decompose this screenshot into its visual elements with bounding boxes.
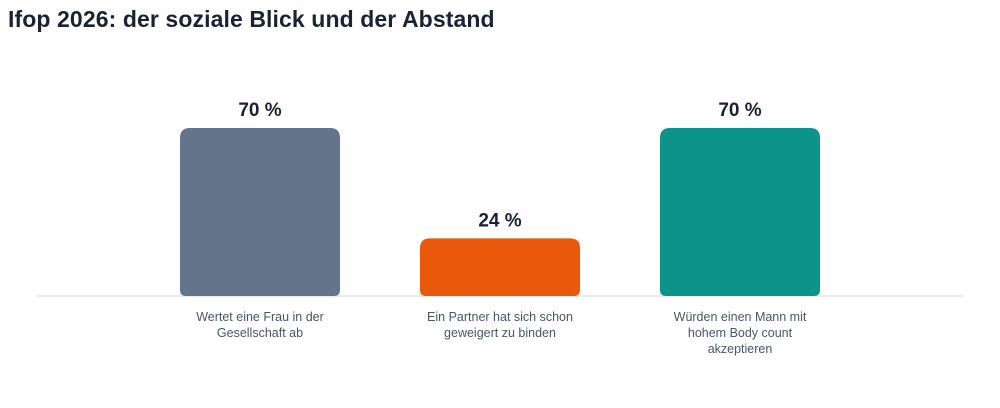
chart-title: Ifop 2026: der soziale Blick und der Abs… xyxy=(8,6,495,32)
value-label-0: 70 % xyxy=(238,100,281,121)
category-label-1: Ein Partner hat sich schon geweigert zu … xyxy=(427,310,573,340)
category-label-2: Würden einen Mann mit hohem Body count a… xyxy=(673,310,807,356)
category-label-0: Wertet eine Frau in der Gesellschaft ab xyxy=(196,310,324,340)
bar-0 xyxy=(180,128,340,296)
value-label-1: 24 % xyxy=(478,210,521,231)
bar-1 xyxy=(420,238,580,296)
bar-2 xyxy=(660,128,820,296)
value-label-2: 70 % xyxy=(718,100,761,121)
